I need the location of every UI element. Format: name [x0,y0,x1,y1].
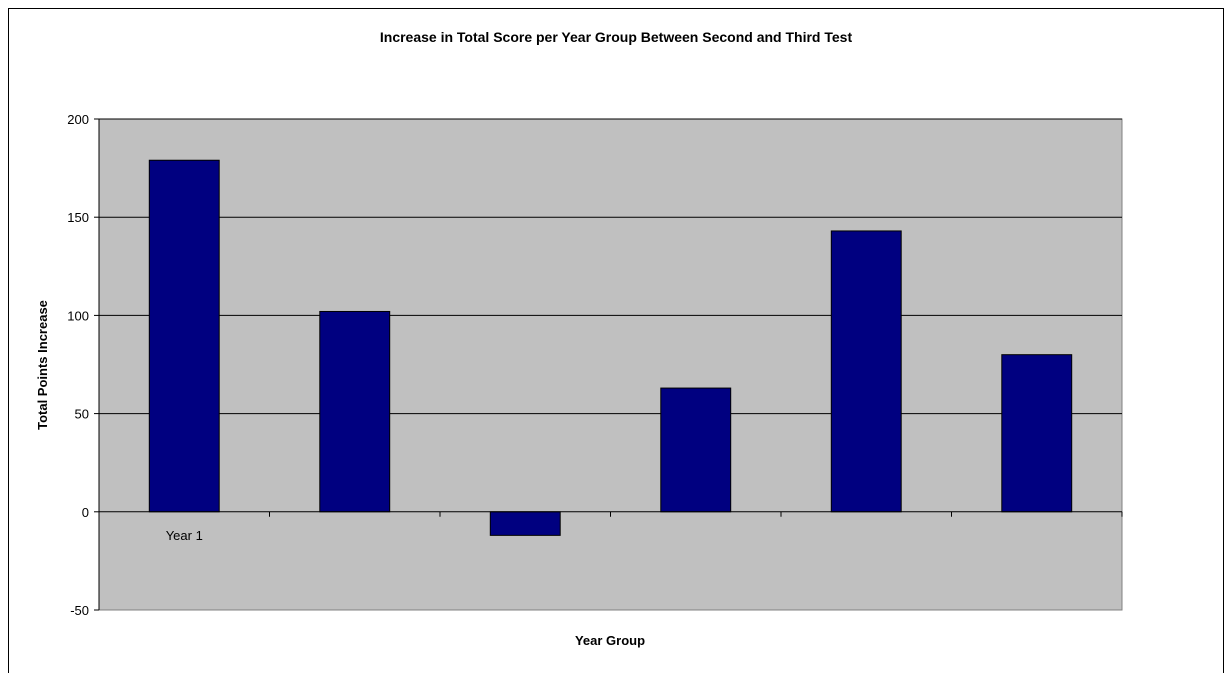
y-tick-label: 0 [82,505,89,520]
y-tick-label: -50 [70,603,89,618]
bar [1001,354,1073,513]
y-tick-label: 150 [67,210,89,225]
bars [148,159,1073,536]
chart-frame [8,8,1224,673]
bar [319,310,391,513]
y-tick-label: 100 [67,308,89,323]
y-axis-title: Total Points Increase [35,300,50,430]
chart-title: Increase in Total Score per Year Group B… [380,29,853,45]
x-tick-label: Year 1 [166,528,203,543]
bar [148,159,220,513]
bar [489,511,561,536]
x-axis: Year 1 [98,511,1123,543]
plot-area [98,118,1123,611]
y-axis-ticks: -50 0 50 100 150 200 [67,112,100,618]
bar [660,387,732,513]
bar [830,230,902,513]
gridlines [99,118,1122,415]
x-axis-title: Year Group [575,633,645,648]
y-tick-label: 200 [67,112,89,127]
y-tick-label: 50 [75,407,89,422]
